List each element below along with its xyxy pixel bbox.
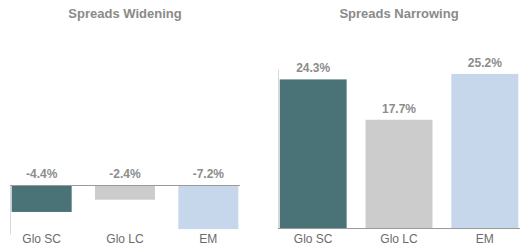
data-label: 17.7% xyxy=(382,102,416,116)
x-tick: EM xyxy=(476,232,494,246)
x-axis: Glo SC Glo LC EM xyxy=(22,232,217,246)
x-tick-label: EM xyxy=(199,232,217,246)
chart-title: Spreads Widening xyxy=(68,6,181,21)
y-axis xyxy=(278,70,520,229)
bar xyxy=(366,120,433,228)
x-tick-label: Glo SC xyxy=(22,232,61,246)
chart-canvas: Spreads Widening-4.4%-2.4%-7.2%Glo SCGlo… xyxy=(0,0,524,251)
x-tick-label: EM xyxy=(476,232,494,246)
x-tick: Glo SC xyxy=(294,232,333,246)
chart-panel: Spreads Widening-4.4%-2.4%-7.2%Glo SCGlo… xyxy=(10,6,240,246)
bar xyxy=(12,185,72,212)
x-tick-label: Glo SC xyxy=(294,232,333,246)
bar xyxy=(178,185,238,229)
x-tick: Glo LC xyxy=(380,232,418,246)
y-axis-line xyxy=(10,186,11,235)
bars xyxy=(280,74,519,228)
y-axis xyxy=(10,186,240,235)
bar xyxy=(451,74,518,228)
zero-line xyxy=(10,185,240,186)
x-tick-label: Glo LC xyxy=(106,232,144,246)
data-label: 25.2% xyxy=(468,56,502,70)
data-label: -4.4% xyxy=(26,167,58,181)
data-label: -7.2% xyxy=(193,167,225,181)
data-label: -2.4% xyxy=(109,167,141,181)
bar xyxy=(280,79,347,228)
y-tick xyxy=(10,185,240,186)
y-axis-line xyxy=(278,70,279,229)
zero-line xyxy=(278,228,520,229)
x-tick: Glo SC xyxy=(22,232,61,246)
x-axis: Glo SC Glo LC EM xyxy=(294,232,494,246)
bar xyxy=(95,185,155,200)
x-tick-label: Glo LC xyxy=(380,232,418,246)
data-label: 24.3% xyxy=(296,61,330,75)
x-tick: Glo LC xyxy=(106,232,144,246)
chart-title: Spreads Narrowing xyxy=(339,6,458,21)
bars xyxy=(12,185,239,229)
y-tick xyxy=(278,228,520,229)
chart-panel: Spreads Narrowing24.3%17.7%25.2%Glo SCGl… xyxy=(278,6,520,246)
x-tick: EM xyxy=(199,232,217,246)
